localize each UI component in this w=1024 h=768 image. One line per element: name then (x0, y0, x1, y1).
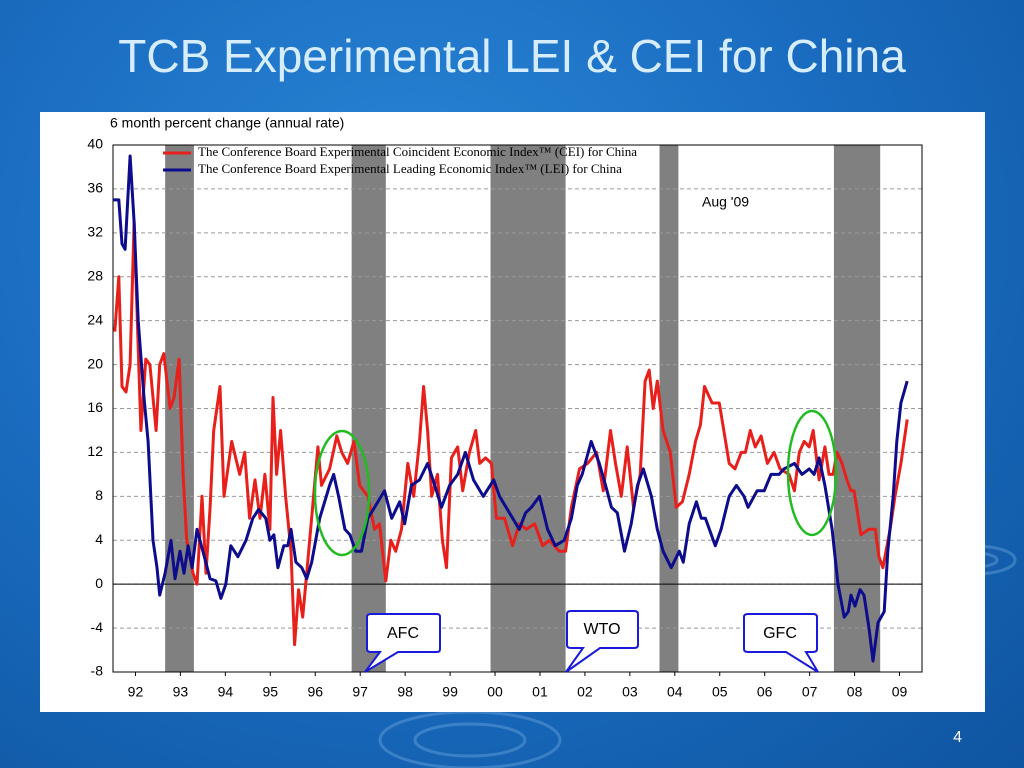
x-tick-label: 09 (892, 684, 908, 700)
y-tick-label: 16 (87, 399, 103, 415)
x-tick-label: 02 (577, 684, 593, 700)
legend-label: The Conference Board Experimental Leadin… (198, 161, 622, 176)
x-tick-label: 96 (307, 684, 323, 700)
y-tick-label: 24 (87, 311, 103, 327)
x-tick-label: 95 (263, 684, 279, 700)
callout (743, 613, 819, 673)
slide-title: TCB Experimental LEI & CEI for China (118, 30, 906, 82)
plot-frame (112, 144, 923, 673)
x-tick-label: 01 (532, 684, 548, 700)
x-tick-label: 92 (128, 684, 144, 700)
x-tick-label: 03 (622, 684, 638, 700)
x-tick-label: 97 (352, 684, 368, 700)
y-tick-label: 0 (95, 575, 103, 591)
y-tick-label: 8 (95, 487, 103, 503)
callout (565, 610, 639, 673)
y-tick-label: -8 (91, 663, 104, 679)
x-tick-label: 94 (218, 684, 234, 700)
y-tick-label: 32 (87, 224, 103, 240)
x-tick-label: 98 (397, 684, 413, 700)
x-tick-label: 99 (442, 684, 458, 700)
y-tick-label: -4 (91, 619, 104, 635)
callout-text: GFC (763, 625, 797, 642)
x-tick-label: 04 (667, 684, 683, 700)
y-tick-label: 12 (87, 443, 103, 459)
y-axis-label: 6 month percent change (annual rate) (110, 115, 344, 131)
x-tick-label: 07 (802, 684, 818, 700)
x-tick-label: 00 (487, 684, 503, 700)
callout-text: WTO (583, 621, 620, 638)
y-tick-label: 4 (95, 531, 103, 547)
annotation: Aug '09 (702, 194, 749, 210)
highlight-ellipse (786, 409, 838, 537)
x-tick-label: 05 (712, 684, 728, 700)
legend-label: The Conference Board Experimental Coinci… (198, 144, 637, 159)
callout (364, 613, 441, 673)
x-tick-label: 06 (757, 684, 773, 700)
x-tick-label: 93 (173, 684, 189, 700)
y-tick-label: 28 (87, 267, 103, 283)
highlight-ellipse (313, 429, 371, 557)
callout-text: AFC (387, 625, 419, 642)
x-tick-label: 08 (847, 684, 863, 700)
slide-number: 4 (953, 729, 962, 746)
series-line (113, 154, 909, 663)
y-tick-label: 20 (87, 355, 103, 371)
y-tick-label: 40 (87, 136, 103, 152)
y-tick-label: 36 (87, 180, 103, 196)
